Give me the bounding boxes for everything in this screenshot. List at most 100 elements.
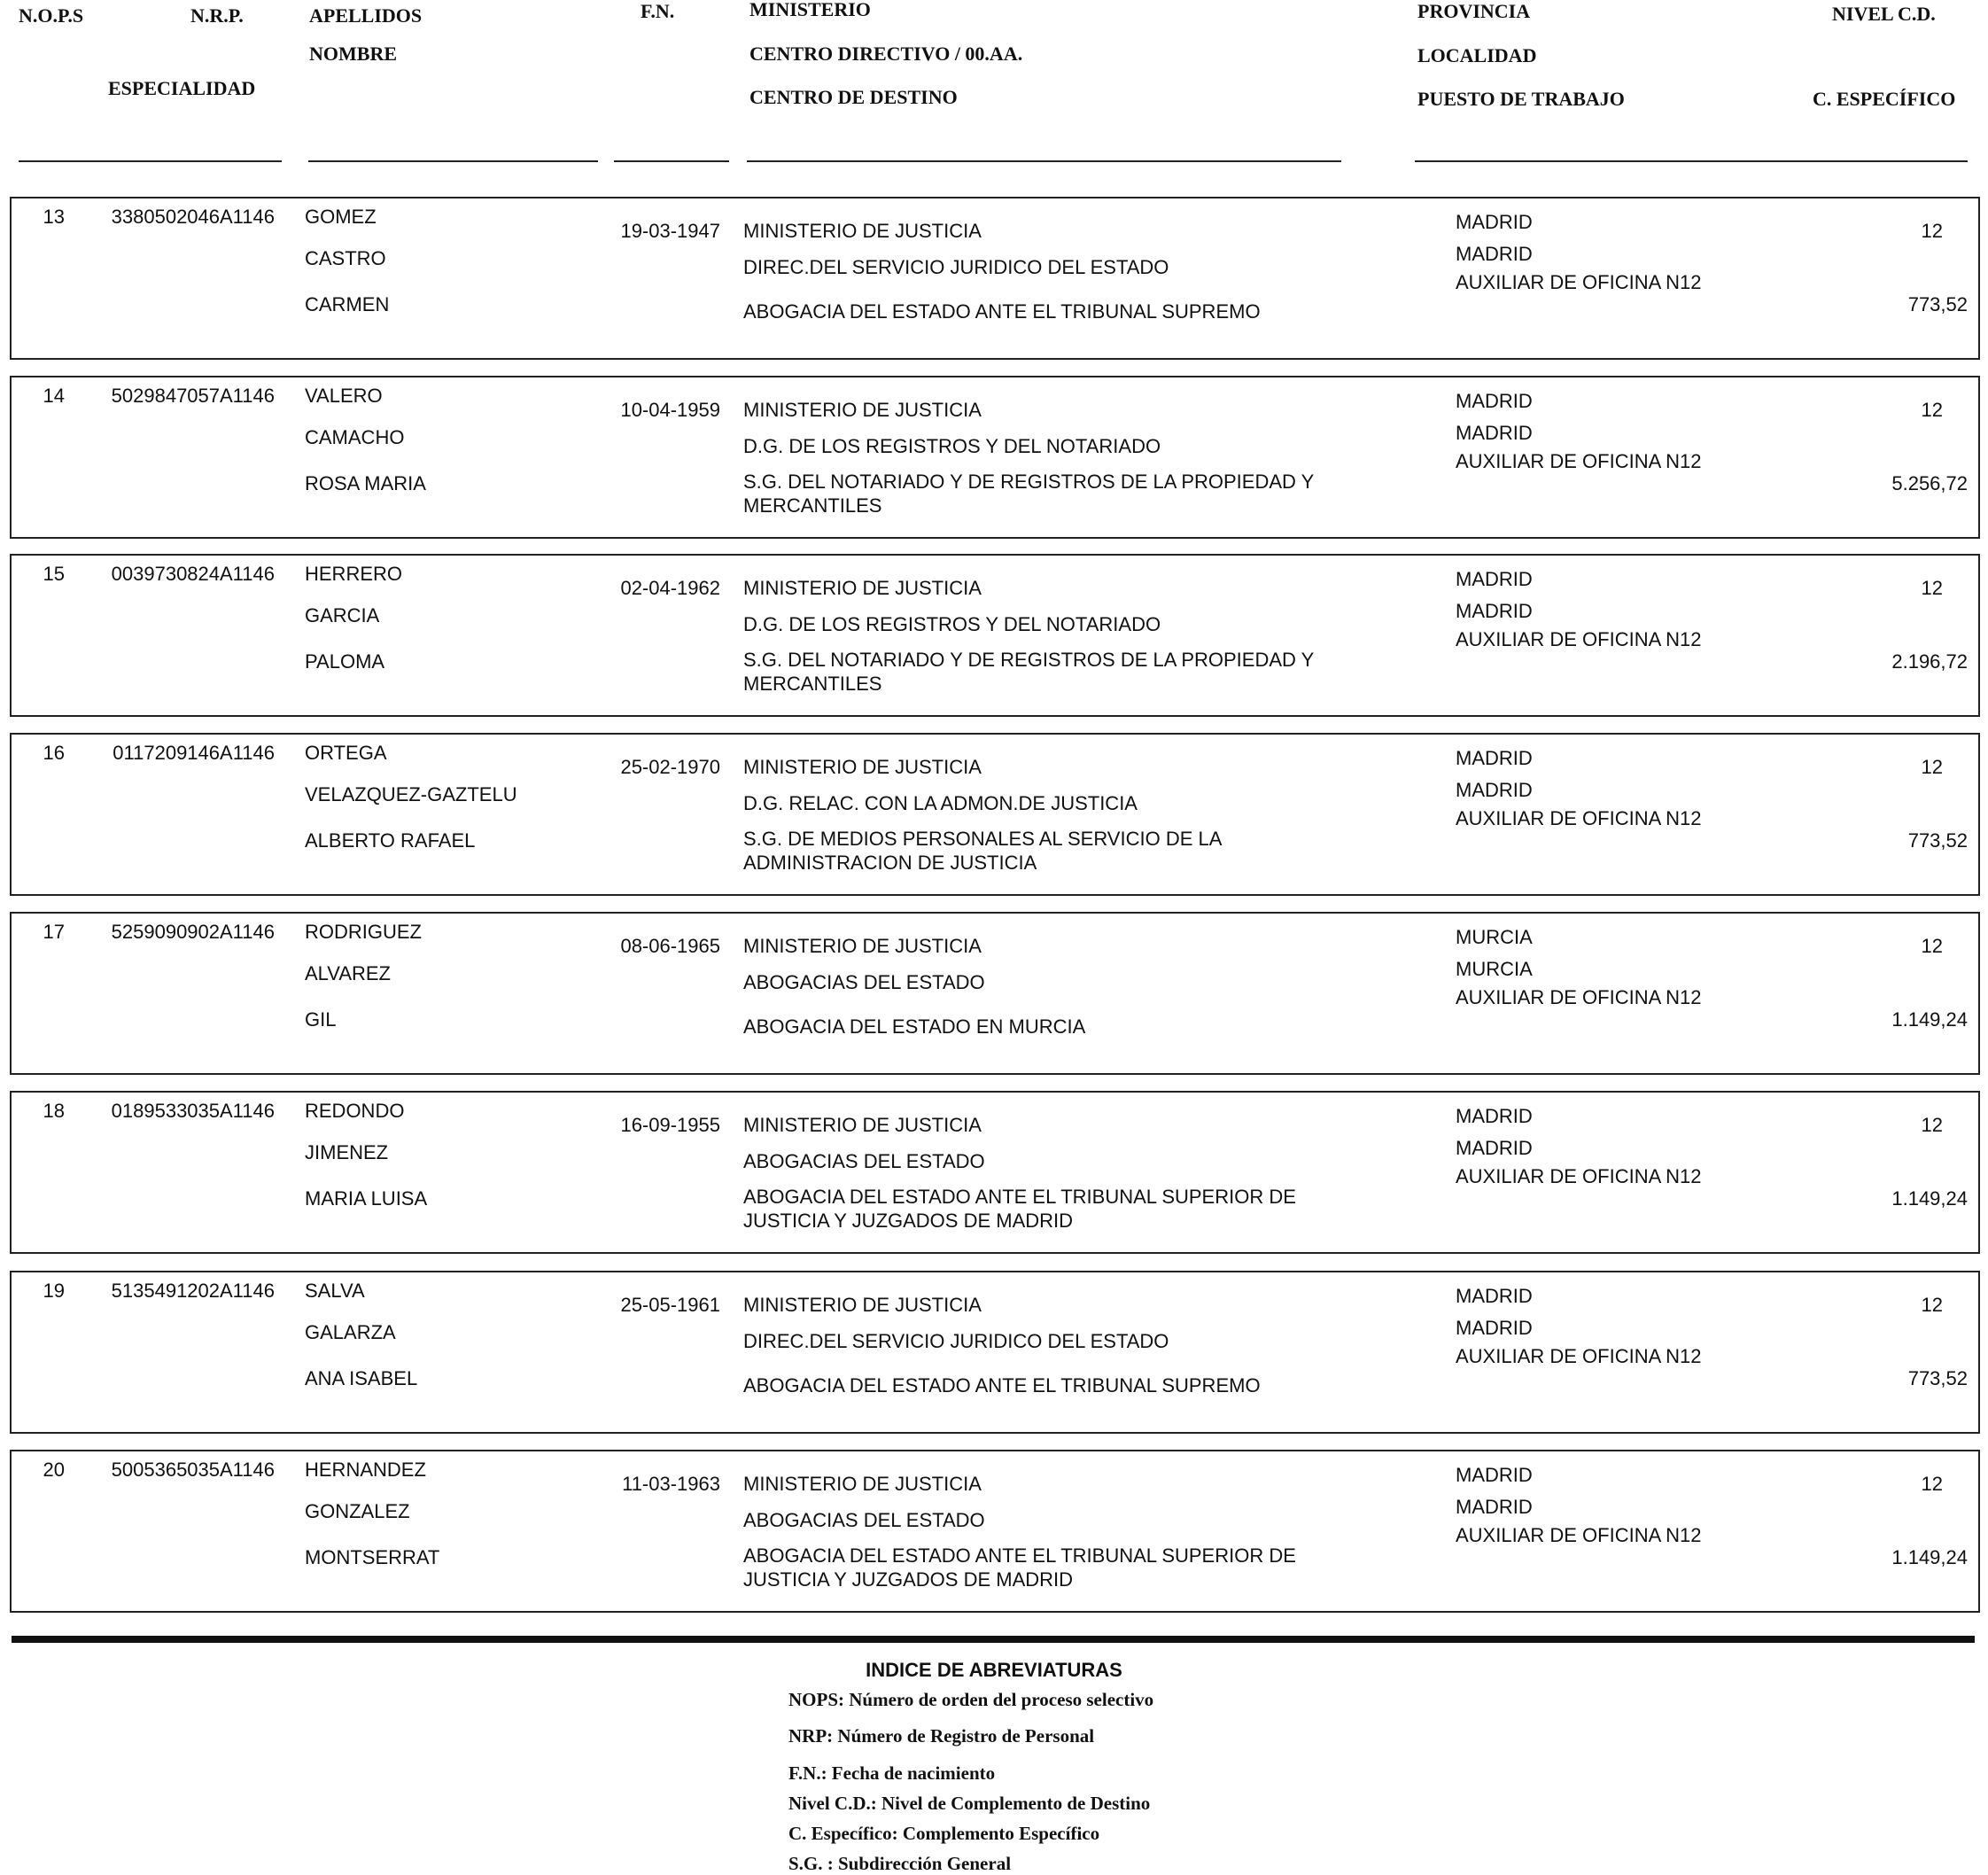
header-nombre: NOMBRE [309, 43, 397, 65]
second-surname: JIMENEZ [305, 1141, 389, 1163]
puesto-trabajo: AUXILIAR DE OFICINA N12 [1456, 1524, 1702, 1546]
given-name: MARIA LUISA [305, 1187, 428, 1210]
nrp-value: 5135491202A1146 [111, 1280, 275, 1302]
nops-value: 13 [43, 206, 65, 228]
birth-date: 16-09-1955 [620, 1114, 720, 1136]
provincia: MADRID [1456, 390, 1533, 412]
nrp-value: 3380502046A1146 [111, 206, 275, 228]
nops-value: 18 [43, 1100, 65, 1122]
second-surname: CAMACHO [305, 426, 405, 448]
ministerio: MINISTERIO DE JUSTICIA [743, 1294, 982, 1316]
provincia: MADRID [1456, 747, 1533, 769]
record-row: 20 5005365035A1146 HERNANDEZ GONZALEZ MONTSE… [10, 1450, 1980, 1613]
complemento-especifico: 773,52 [1907, 293, 1968, 315]
centro-directivo: ABOGACIAS DEL ESTADO [743, 971, 985, 993]
puesto-trabajo: AUXILIAR DE OFICINA N12 [1456, 986, 1702, 1008]
record-row: 19 5135491202A1146 SALVA GALARZA ANA ISABEL 2… [10, 1271, 1980, 1434]
centro-destino: ABOGACIA DEL ESTADO ANTE EL TRIBUNAL SUP… [743, 1186, 1296, 1208]
second-surname: ALVAREZ [305, 962, 391, 984]
localidad: MADRID [1456, 1137, 1533, 1159]
localidad: MURCIA [1456, 958, 1533, 980]
section-divider [12, 1636, 1975, 1643]
provincia: MADRID [1456, 1464, 1533, 1486]
nivel-cd: 12 [1921, 577, 1943, 599]
abbreviations-title: INDICE DE ABREVIATURAS [866, 1659, 1122, 1681]
birth-date: 10-04-1959 [620, 399, 720, 421]
given-name: ALBERTO RAFAEL [305, 829, 476, 852]
nops-value: 14 [43, 385, 65, 407]
header-nops: N.O.P.S [19, 4, 84, 27]
first-surname: REDONDO [305, 1100, 405, 1122]
centro-directivo: D.G. DE LOS REGISTROS Y DEL NOTARIADO [743, 435, 1161, 457]
second-surname: GONZALEZ [305, 1500, 410, 1522]
centro-destino: ADMINISTRACION DE JUSTICIA [743, 852, 1037, 874]
abbreviation-item: Nivel C.D.: Nivel de Complemento de Dest… [788, 1793, 1151, 1814]
header-underline [747, 160, 1341, 162]
centro-directivo: ABOGACIAS DEL ESTADO [743, 1150, 985, 1172]
record-row: 18 0189533035A1146 REDONDO JIMENEZ MARIA LUI… [10, 1091, 1980, 1254]
birth-date: 25-05-1961 [620, 1294, 720, 1316]
nivel-cd: 12 [1921, 1294, 1943, 1316]
header-ministerio: MINISTERIO [749, 0, 871, 20]
centro-directivo: DIREC.DEL SERVICIO JURIDICO DEL ESTADO [743, 256, 1169, 278]
header-localidad: LOCALIDAD [1417, 44, 1537, 66]
header-centro-destino: CENTRO DE DESTINO [749, 86, 958, 108]
provincia: MADRID [1456, 568, 1533, 590]
nivel-cd: 12 [1921, 935, 1943, 957]
centro-destino: S.G. DEL NOTARIADO Y DE REGISTROS DE LA … [743, 649, 1315, 671]
first-surname: SALVA [305, 1280, 365, 1302]
ministerio: MINISTERIO DE JUSTICIA [743, 220, 982, 242]
header-fn: F.N. [641, 0, 675, 22]
complemento-especifico: 1.149,24 [1891, 1546, 1968, 1568]
nrp-value: 5029847057A1146 [111, 385, 275, 407]
nivel-cd: 12 [1921, 220, 1943, 242]
centro-destino: ABOGACIA DEL ESTADO ANTE EL TRIBUNAL SUP… [743, 300, 1261, 323]
record-row: 17 5259090902A1146 RODRIGUEZ ALVAREZ GIL 08-0… [10, 912, 1980, 1075]
birth-date: 11-03-1963 [622, 1473, 720, 1495]
localidad: MADRID [1456, 1317, 1533, 1339]
birth-date: 02-04-1962 [620, 577, 720, 599]
ministerio: MINISTERIO DE JUSTICIA [743, 399, 982, 421]
complemento-especifico: 2.196,72 [1891, 650, 1968, 673]
centro-destino: ABOGACIA DEL ESTADO ANTE EL TRIBUNAL SUP… [743, 1544, 1296, 1567]
centro-destino: MERCANTILES [743, 673, 882, 695]
first-surname: GOMEZ [305, 206, 377, 228]
header-underline [19, 160, 282, 162]
nivel-cd: 12 [1921, 1114, 1943, 1136]
nivel-cd: 12 [1921, 399, 1943, 421]
centro-directivo: ABOGACIAS DEL ESTADO [743, 1509, 985, 1531]
abbreviation-item: C. Específico: Complemento Específico [788, 1823, 1100, 1844]
puesto-trabajo: AUXILIAR DE OFICINA N12 [1456, 1165, 1702, 1187]
centro-destino: JUSTICIA Y JUZGADOS DE MADRID [743, 1568, 1074, 1591]
first-surname: VALERO [305, 385, 383, 407]
centro-destino: S.G. DE MEDIOS PERSONALES AL SERVICIO DE… [743, 828, 1223, 850]
centro-directivo: DIREC.DEL SERVICIO JURIDICO DEL ESTADO [743, 1330, 1169, 1352]
given-name: MONTSERRAT [305, 1546, 440, 1568]
provincia: MADRID [1456, 1105, 1533, 1127]
puesto-trabajo: AUXILIAR DE OFICINA N12 [1456, 271, 1702, 293]
nops-value: 20 [43, 1459, 65, 1481]
centro-destino: JUSTICIA Y JUZGADOS DE MADRID [743, 1210, 1074, 1232]
abbreviation-item: S.G. : Subdirección General [788, 1853, 1012, 1874]
record-row: 13 3380502046A1146 GOMEZ CASTRO CARMEN 19-03-… [10, 197, 1980, 360]
birth-date: 08-06-1965 [620, 935, 720, 957]
complemento-especifico: 1.149,24 [1891, 1008, 1968, 1031]
header-centro-directivo: CENTRO DIRECTIVO / 00.AA. [749, 43, 1023, 65]
given-name: GIL [305, 1008, 337, 1031]
header-nrp: N.R.P. [190, 4, 244, 27]
ministerio: MINISTERIO DE JUSTICIA [743, 1114, 982, 1136]
birth-date: 25-02-1970 [620, 756, 720, 778]
header-especialidad: ESPECIALIDAD [108, 77, 256, 99]
centro-destino: S.G. DEL NOTARIADO Y DE REGISTROS DE LA … [743, 471, 1315, 493]
complemento-especifico: 773,52 [1907, 829, 1968, 852]
nrp-value: 0189533035A1146 [111, 1100, 275, 1122]
puesto-trabajo: AUXILIAR DE OFICINA N12 [1456, 628, 1702, 650]
second-surname: GARCIA [305, 604, 380, 626]
ministerio: MINISTERIO DE JUSTICIA [743, 577, 982, 599]
nrp-value: 0117209146A1146 [113, 742, 275, 764]
first-surname: HERRERO [305, 563, 403, 585]
nivel-cd: 12 [1921, 1473, 1943, 1495]
puesto-trabajo: AUXILIAR DE OFICINA N12 [1456, 1345, 1702, 1367]
header-apellidos: APELLIDOS [309, 4, 423, 27]
second-surname: GALARZA [305, 1321, 396, 1343]
